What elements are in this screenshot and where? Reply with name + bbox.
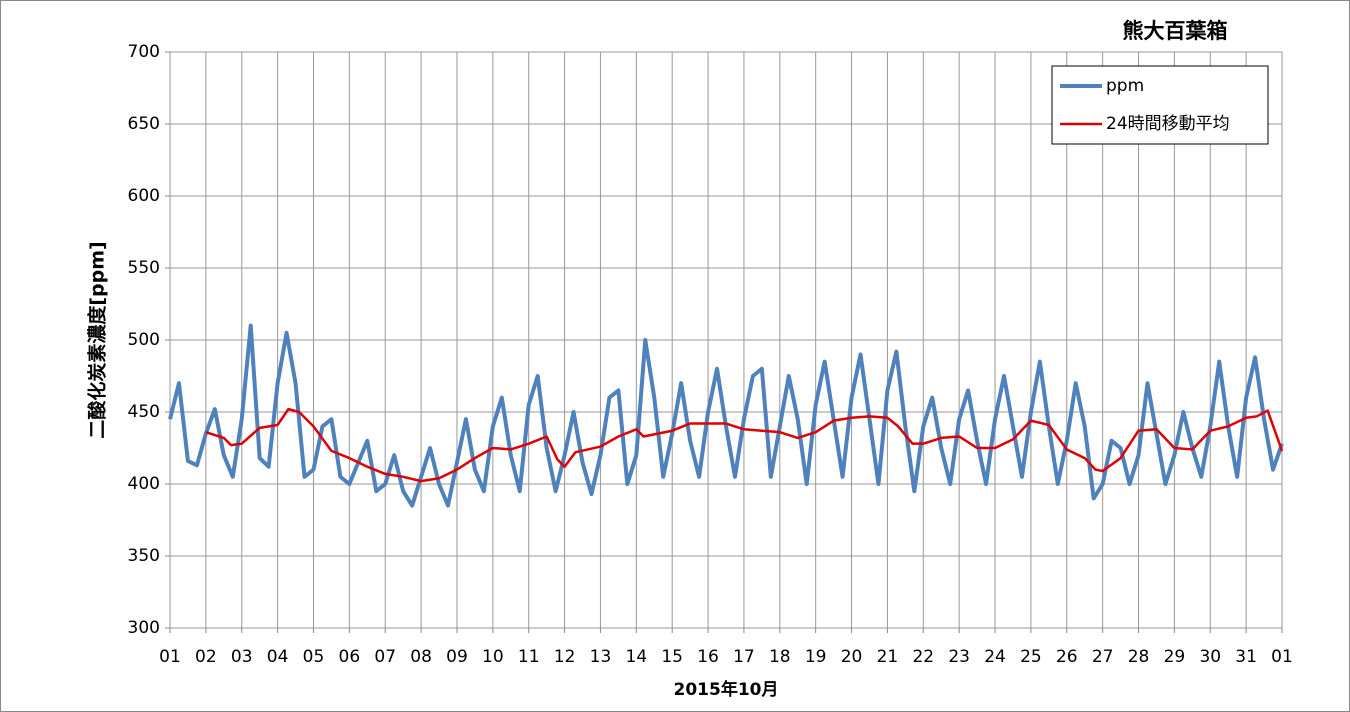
x-tick-label: 14 (626, 647, 648, 667)
x-axis-label: 2015年10月 (674, 679, 779, 700)
x-tick-label: 30 (1199, 647, 1221, 667)
legend-label: ppm (1106, 76, 1144, 96)
x-tick-label: 11 (518, 647, 540, 667)
x-tick-label: 04 (267, 647, 289, 667)
x-tick-label: 26 (1056, 647, 1078, 667)
x-tick-label: 01 (159, 647, 181, 667)
x-tick-label: 01 (1271, 647, 1293, 667)
x-tick-label: 12 (554, 647, 576, 667)
legend: ppm 24時間移動平均 (1051, 65, 1269, 145)
x-tick-label: 29 (1164, 647, 1186, 667)
y-tick-label: 450 (128, 402, 160, 422)
chart-title: 熊大百葉箱 (1123, 19, 1228, 43)
x-tick-label: 08 (410, 647, 432, 667)
legend-label: 24時間移動平均 (1106, 114, 1230, 134)
y-tick-label: 400 (128, 474, 160, 494)
x-tick-label: 19 (805, 647, 827, 667)
series-line (168, 323, 1284, 508)
y-tick-label: 600 (128, 186, 160, 206)
y-axis-label: 二酸化炭素濃度[ppm] (86, 241, 109, 438)
x-tick-label: 03 (231, 647, 253, 667)
x-tick-label: 05 (303, 647, 325, 667)
x-tick-label: 23 (948, 647, 970, 667)
y-tick-label: 350 (128, 546, 160, 566)
x-tick-label: 16 (697, 647, 719, 667)
x-tick-label: 09 (446, 647, 468, 667)
x-tick-label: 27 (1092, 647, 1114, 667)
x-tick-label: 07 (374, 647, 396, 667)
y-tick-label: 550 (128, 258, 160, 278)
x-tick-label: 21 (877, 647, 899, 667)
y-tick-label: 700 (128, 42, 160, 62)
x-tick-label: 24 (984, 647, 1006, 667)
y-tick-label: 500 (128, 330, 160, 350)
x-tick-label: 06 (339, 647, 361, 667)
x-tick-label: 20 (841, 647, 863, 667)
x-tick-label: 25 (1020, 647, 1042, 667)
series-line (205, 407, 1284, 483)
x-tick-label: 31 (1235, 647, 1257, 667)
legend-box (1051, 65, 1269, 145)
x-tick-label: 22 (912, 647, 934, 667)
x-tick-label: 28 (1128, 647, 1150, 667)
x-tick-label: 13 (590, 647, 612, 667)
x-tick-label: 17 (733, 647, 755, 667)
x-tick-label: 18 (769, 647, 791, 667)
x-tick-label: 02 (195, 647, 217, 667)
y-tick-label: 650 (128, 114, 160, 134)
y-tick-label: 300 (128, 618, 160, 638)
x-tick-label: 15 (661, 647, 683, 667)
x-tick-label: 10 (482, 647, 504, 667)
